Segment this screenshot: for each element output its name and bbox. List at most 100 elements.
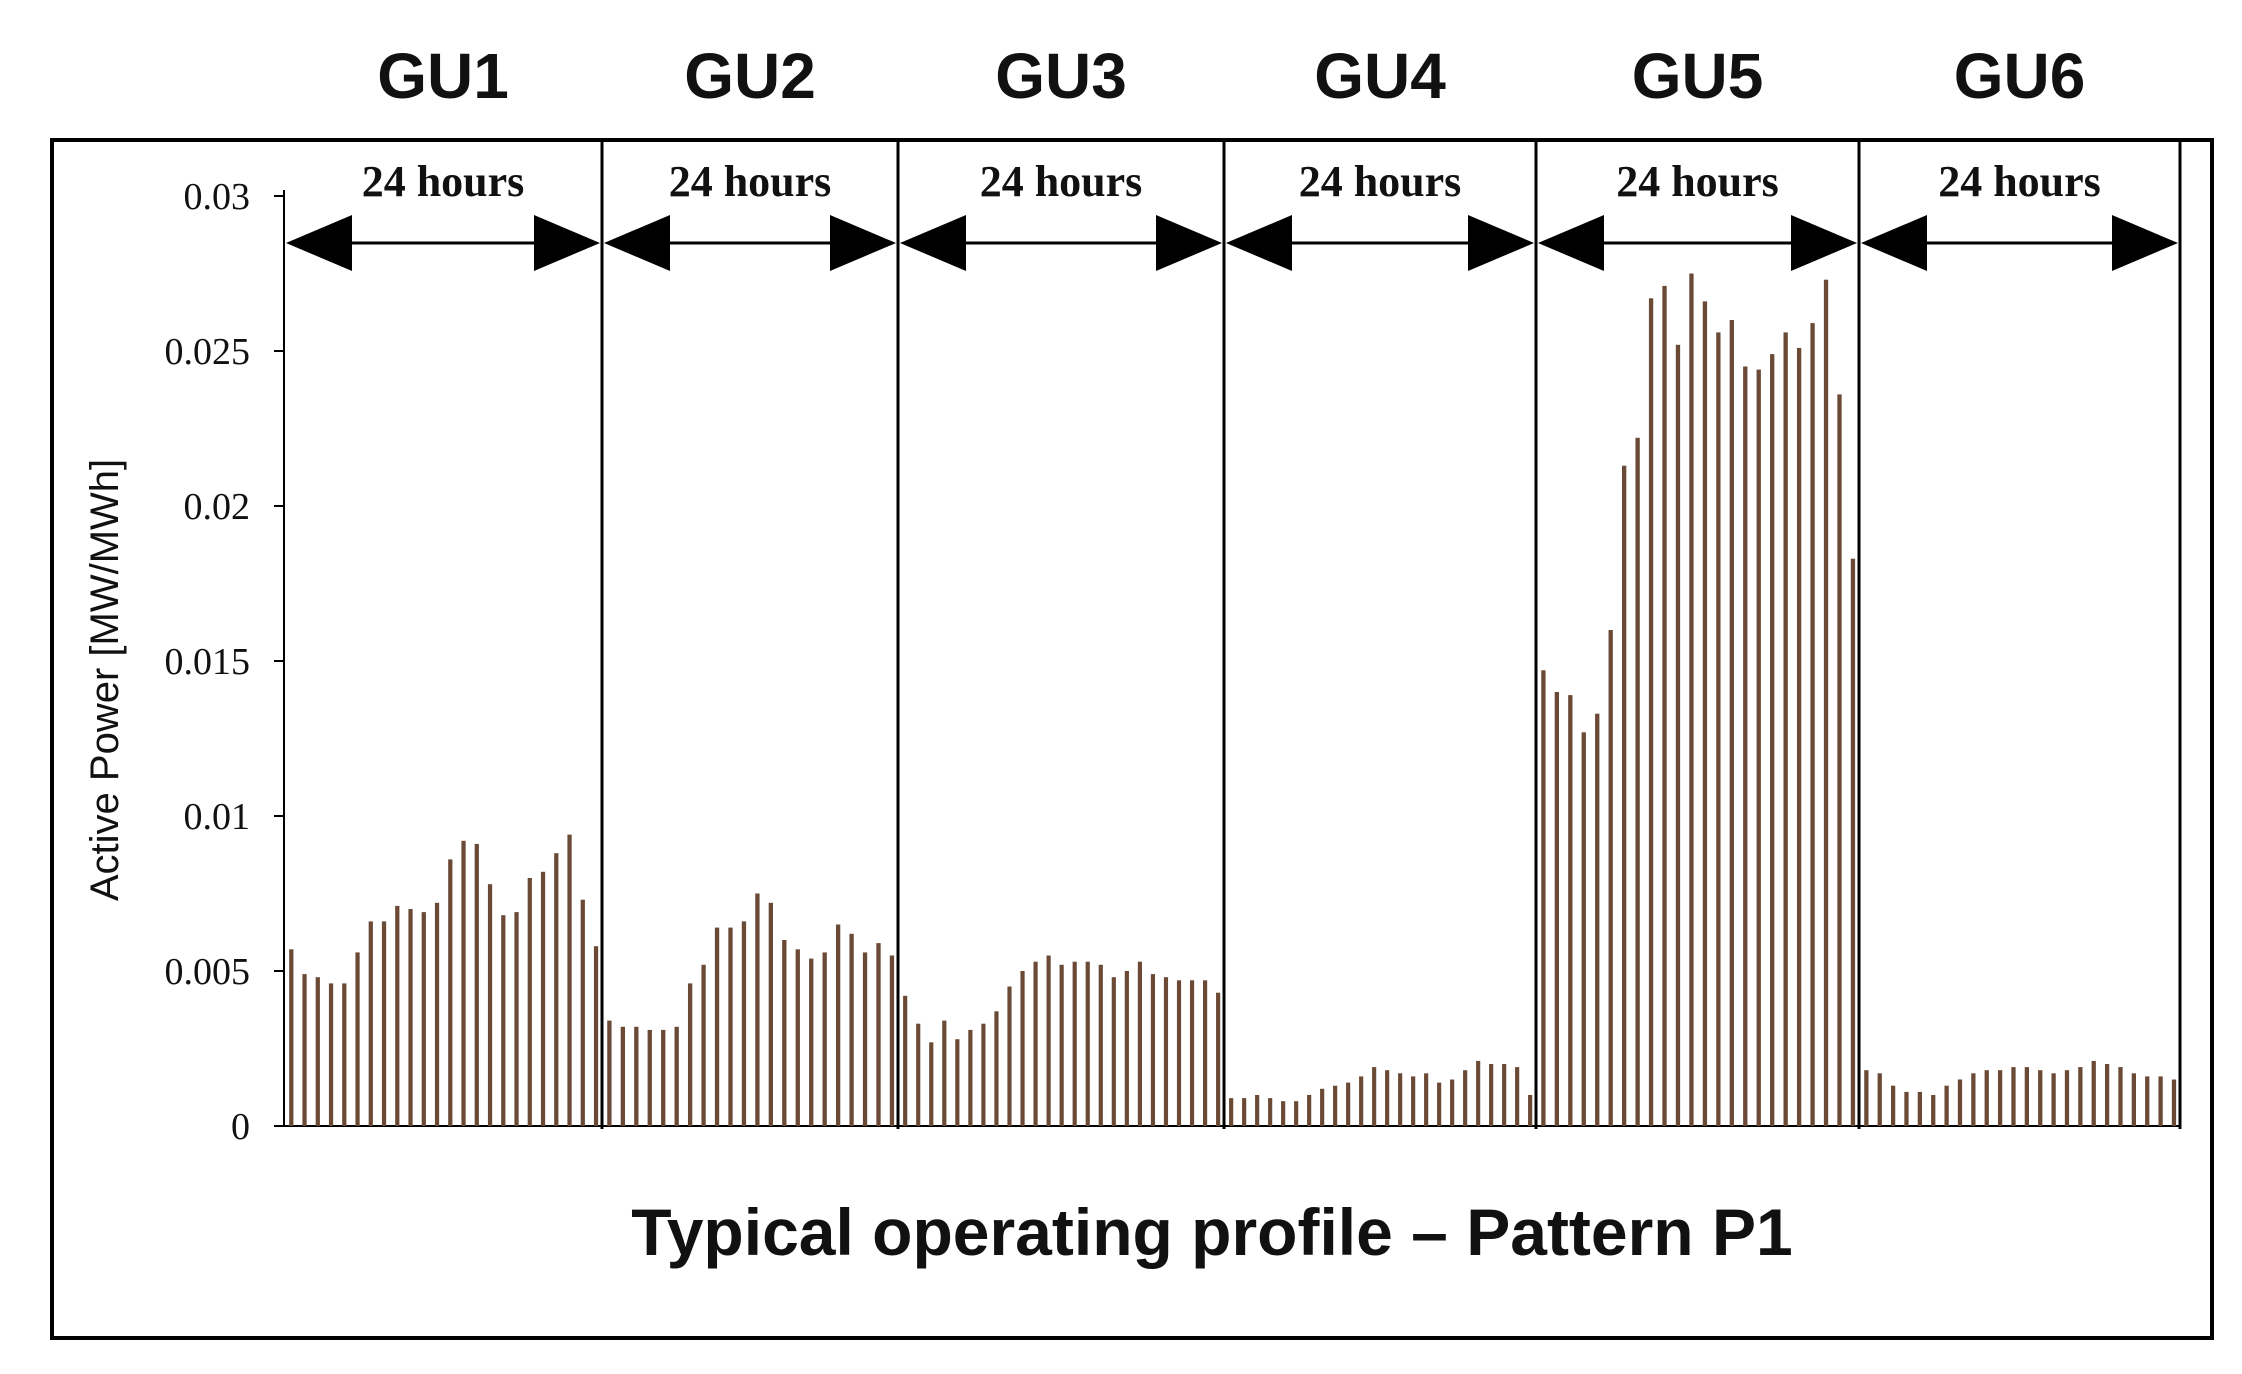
span-label-gu5: 24 hours (1616, 157, 1779, 206)
bar-gu6-21 (2131, 1073, 2136, 1126)
bar-gu6-11 (1997, 1070, 2003, 1126)
bar-gu5-12 (1689, 273, 1694, 1126)
bar-gu1-10 (408, 909, 413, 1126)
series-label-gu4: GU4 (1314, 40, 1446, 112)
bar-gu2-5 (661, 1029, 666, 1126)
arrow-head-right-icon (830, 215, 896, 271)
series-label-gu3: GU3 (995, 40, 1127, 112)
bar-gu5-4 (1581, 732, 1586, 1126)
bar-gu6-6 (1931, 1095, 1936, 1126)
bar-gu2-1 (607, 1020, 612, 1126)
bar-gu3-18 (1124, 971, 1129, 1126)
arrow-head-right-icon (1791, 215, 1857, 271)
plot-area (274, 140, 2182, 1129)
bar-gu5-15 (1729, 320, 1734, 1126)
bar-gu5-1 (1541, 670, 1546, 1126)
bar-gu2-4 (647, 1029, 652, 1126)
bar-gu2-19 (849, 933, 854, 1126)
bar-gu2-2 (620, 1026, 626, 1126)
bar-gu3-5 (955, 1039, 960, 1126)
bar-gu4-12 (1372, 1067, 1377, 1126)
bar-gu5-7 (1622, 465, 1627, 1126)
bar-gu6-2 (1877, 1073, 1882, 1126)
bar-gu6-24 (2171, 1079, 2177, 1126)
bar-gu5-5 (1595, 713, 1600, 1126)
bar-gu4-13 (1385, 1070, 1390, 1126)
bar-gu5-2 (1554, 692, 1560, 1126)
bar-gu6-9 (1971, 1073, 1976, 1126)
bar-gu4-24 (1528, 1095, 1533, 1126)
bar-gu1-13 (448, 859, 453, 1126)
bar-gu2-10 (728, 927, 733, 1126)
bar-gu3-17 (1111, 977, 1116, 1126)
arrow-head-left-icon (604, 215, 670, 271)
bar-gu6-8 (1957, 1079, 1963, 1126)
bar-gu1-14 (461, 840, 466, 1126)
bar-gu5-21 (1810, 323, 1815, 1127)
bar-gu4-9 (1333, 1085, 1338, 1126)
bar-gu6-5 (1917, 1091, 1922, 1126)
bar-gu3-7 (981, 1023, 986, 1126)
bar-gu5-16 (1743, 366, 1748, 1126)
bar-gu3-25 (1216, 992, 1221, 1126)
bar-gu3-13 (1059, 964, 1064, 1126)
bar-gu5-10 (1662, 285, 1667, 1126)
chart-labels: 0 0.005 0.01 0.015 0.02 0.025 0.03 24 hours GU1 2… (165, 40, 2101, 1148)
bar-gu1-15 (474, 843, 479, 1126)
bar-gu2-6 (674, 1026, 679, 1126)
arrow-head-left-icon (1226, 215, 1292, 271)
arrow-head-left-icon (1538, 215, 1604, 271)
bar-gu4-14 (1398, 1073, 1403, 1126)
bar-gu6-7 (1944, 1085, 1949, 1126)
bar-gu3-2 (916, 1023, 921, 1126)
bar-gu3-9 (1007, 986, 1012, 1126)
bar-gu3-12 (1046, 955, 1051, 1126)
bar-gu5-14 (1716, 332, 1721, 1126)
bar-gu4-18 (1450, 1079, 1455, 1126)
bar-gu6-4 (1904, 1091, 1909, 1126)
bar-gu4-22 (1502, 1064, 1507, 1126)
series-label-gu1: GU1 (377, 40, 509, 112)
bar-gu3-23 (1189, 980, 1195, 1126)
bar-gu2-22 (889, 955, 895, 1126)
bar-gu2-21 (876, 943, 881, 1126)
bar-gu3-8 (994, 1011, 999, 1126)
bar-gu6-3 (1890, 1085, 1896, 1126)
span-label-gu2: 24 hours (669, 157, 832, 206)
bar-gu6-13 (2024, 1067, 2029, 1126)
arrow-head-right-icon (2112, 215, 2178, 271)
bar-gu5-18 (1770, 354, 1775, 1127)
bar-gu1-24 (593, 946, 599, 1126)
bar-gu5-9 (1648, 298, 1654, 1126)
y-tick-label: 0 (231, 1106, 250, 1148)
bar-gu1-17 (501, 915, 506, 1126)
bar-gu4-8 (1320, 1088, 1325, 1126)
bar-gu4-19 (1463, 1070, 1468, 1126)
arrow-head-right-icon (1156, 215, 1222, 271)
bar-gu6-14 (2038, 1070, 2043, 1126)
bar-gu1-1 (289, 949, 294, 1126)
bar-gu6-19 (2104, 1064, 2110, 1126)
chart-frame (50, 138, 2214, 1340)
bar-gu2-12 (755, 893, 760, 1126)
bar-gu1-4 (328, 983, 334, 1126)
series-label-gu2: GU2 (684, 40, 816, 112)
bar-gu3-6 (968, 1029, 973, 1126)
bar-gu3-3 (929, 1042, 934, 1126)
bar-gu5-8 (1635, 437, 1640, 1126)
bar-gu1-9 (395, 905, 400, 1126)
bar-gu4-1 (1229, 1098, 1234, 1126)
bar-gu4-11 (1359, 1076, 1364, 1126)
bar-gu1-19 (527, 878, 532, 1126)
bar-gu3-16 (1098, 964, 1103, 1126)
bar-gu3-15 (1085, 961, 1090, 1126)
bar-gu3-1 (903, 995, 908, 1126)
arrow-head-left-icon (1861, 215, 1927, 271)
bar-gu2-16 (809, 958, 814, 1126)
bar-gu4-10 (1346, 1082, 1351, 1126)
bar-gu4-7 (1307, 1095, 1312, 1126)
bar-gu4-5 (1281, 1101, 1286, 1126)
arrow-head-right-icon (534, 215, 600, 271)
bar-gu6-18 (2091, 1060, 2096, 1126)
